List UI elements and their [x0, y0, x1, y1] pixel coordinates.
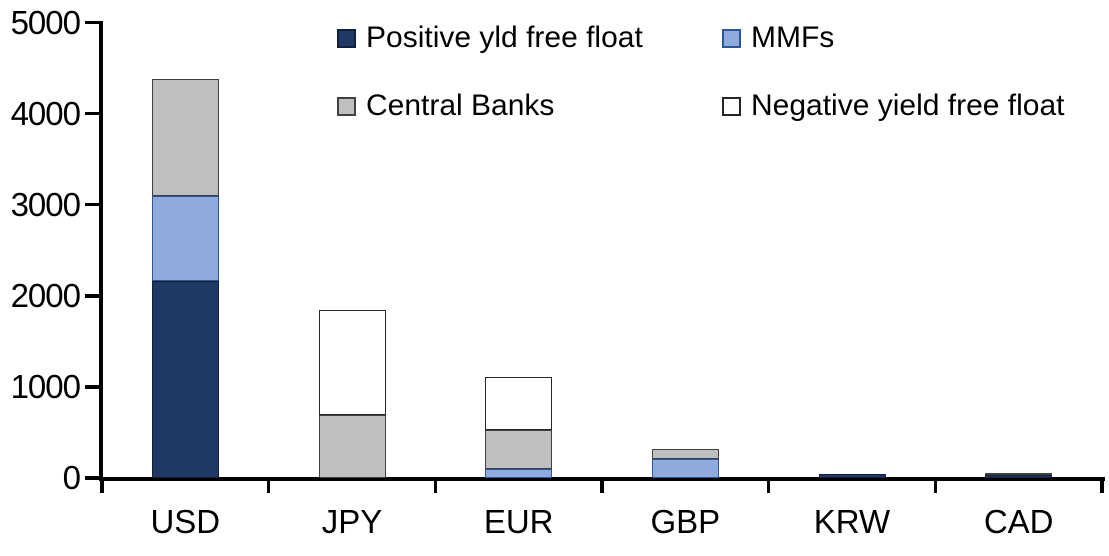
y-axis-line: [99, 21, 103, 481]
x-axis-label: USD: [150, 503, 221, 540]
bar-segment: [318, 310, 386, 416]
y-axis-label: 1000: [10, 367, 81, 405]
bar-segment: [985, 475, 1053, 478]
y-axis-label: 3000: [10, 185, 81, 223]
x-axis-tick: [100, 478, 104, 493]
y-axis-label: 0: [62, 459, 81, 496]
x-axis-tick: [433, 478, 438, 493]
bar-segment: [651, 458, 719, 478]
legend-label-negative-yield-free-float: Negative yield free float: [751, 89, 1065, 122]
x-axis-label: GBP: [650, 503, 721, 540]
legend-swatch-positive-yld-free-float-icon: [337, 28, 356, 48]
legend-entry-central-banks: Central Banks: [337, 89, 554, 123]
legend-label-positive-yld-free-float: Positive yld free float: [366, 21, 643, 54]
x-axis-tick: [1100, 478, 1104, 493]
x-axis-tick: [600, 478, 604, 493]
x-axis-tick: [766, 478, 771, 493]
y-axis-tick: [85, 202, 102, 207]
bar-segment: [651, 448, 719, 459]
y-axis-label: 2000: [10, 276, 81, 314]
bar-segment: [985, 472, 1053, 476]
bar-segment: [318, 415, 386, 478]
bar-segment: [485, 376, 553, 430]
x-axis-tick: [266, 478, 271, 493]
legend-swatch-negative-yield-free-float-icon: [722, 96, 741, 116]
x-axis-label: JPY: [321, 503, 383, 540]
bar-segment: [485, 468, 553, 478]
y-axis-tick: [85, 385, 102, 389]
bar-segment: [151, 281, 219, 478]
legend-entry-positive-yld-free-float: Positive yld free float: [337, 21, 643, 55]
y-axis-label: 4000: [10, 94, 81, 132]
legend-entry-negative-yield-free-float: Negative yield free float: [722, 89, 1065, 123]
x-axis-tick: [933, 478, 938, 493]
legend-label-central-banks: Central Banks: [366, 89, 555, 122]
legend-swatch-central-banks-icon: [337, 96, 356, 116]
x-axis-label: CAD: [983, 503, 1054, 540]
bar-segment: [151, 79, 219, 196]
legend-entry-mmfs: MMFs: [722, 21, 834, 55]
y-axis-label: 5000: [10, 3, 81, 41]
bar-segment: [485, 429, 553, 469]
y-axis-tick: [85, 111, 102, 116]
x-axis-label: KRW: [813, 503, 891, 540]
x-axis-label: EUR: [483, 503, 554, 540]
y-axis-tick: [85, 476, 102, 480]
legend-swatch-mmfs-icon: [722, 28, 741, 48]
y-axis-tick: [85, 20, 102, 25]
y-axis-tick: [85, 294, 102, 298]
legend-label-mmfs: MMFs: [751, 21, 835, 54]
bar-segment: [818, 474, 886, 478]
bar-segment: [151, 195, 219, 282]
